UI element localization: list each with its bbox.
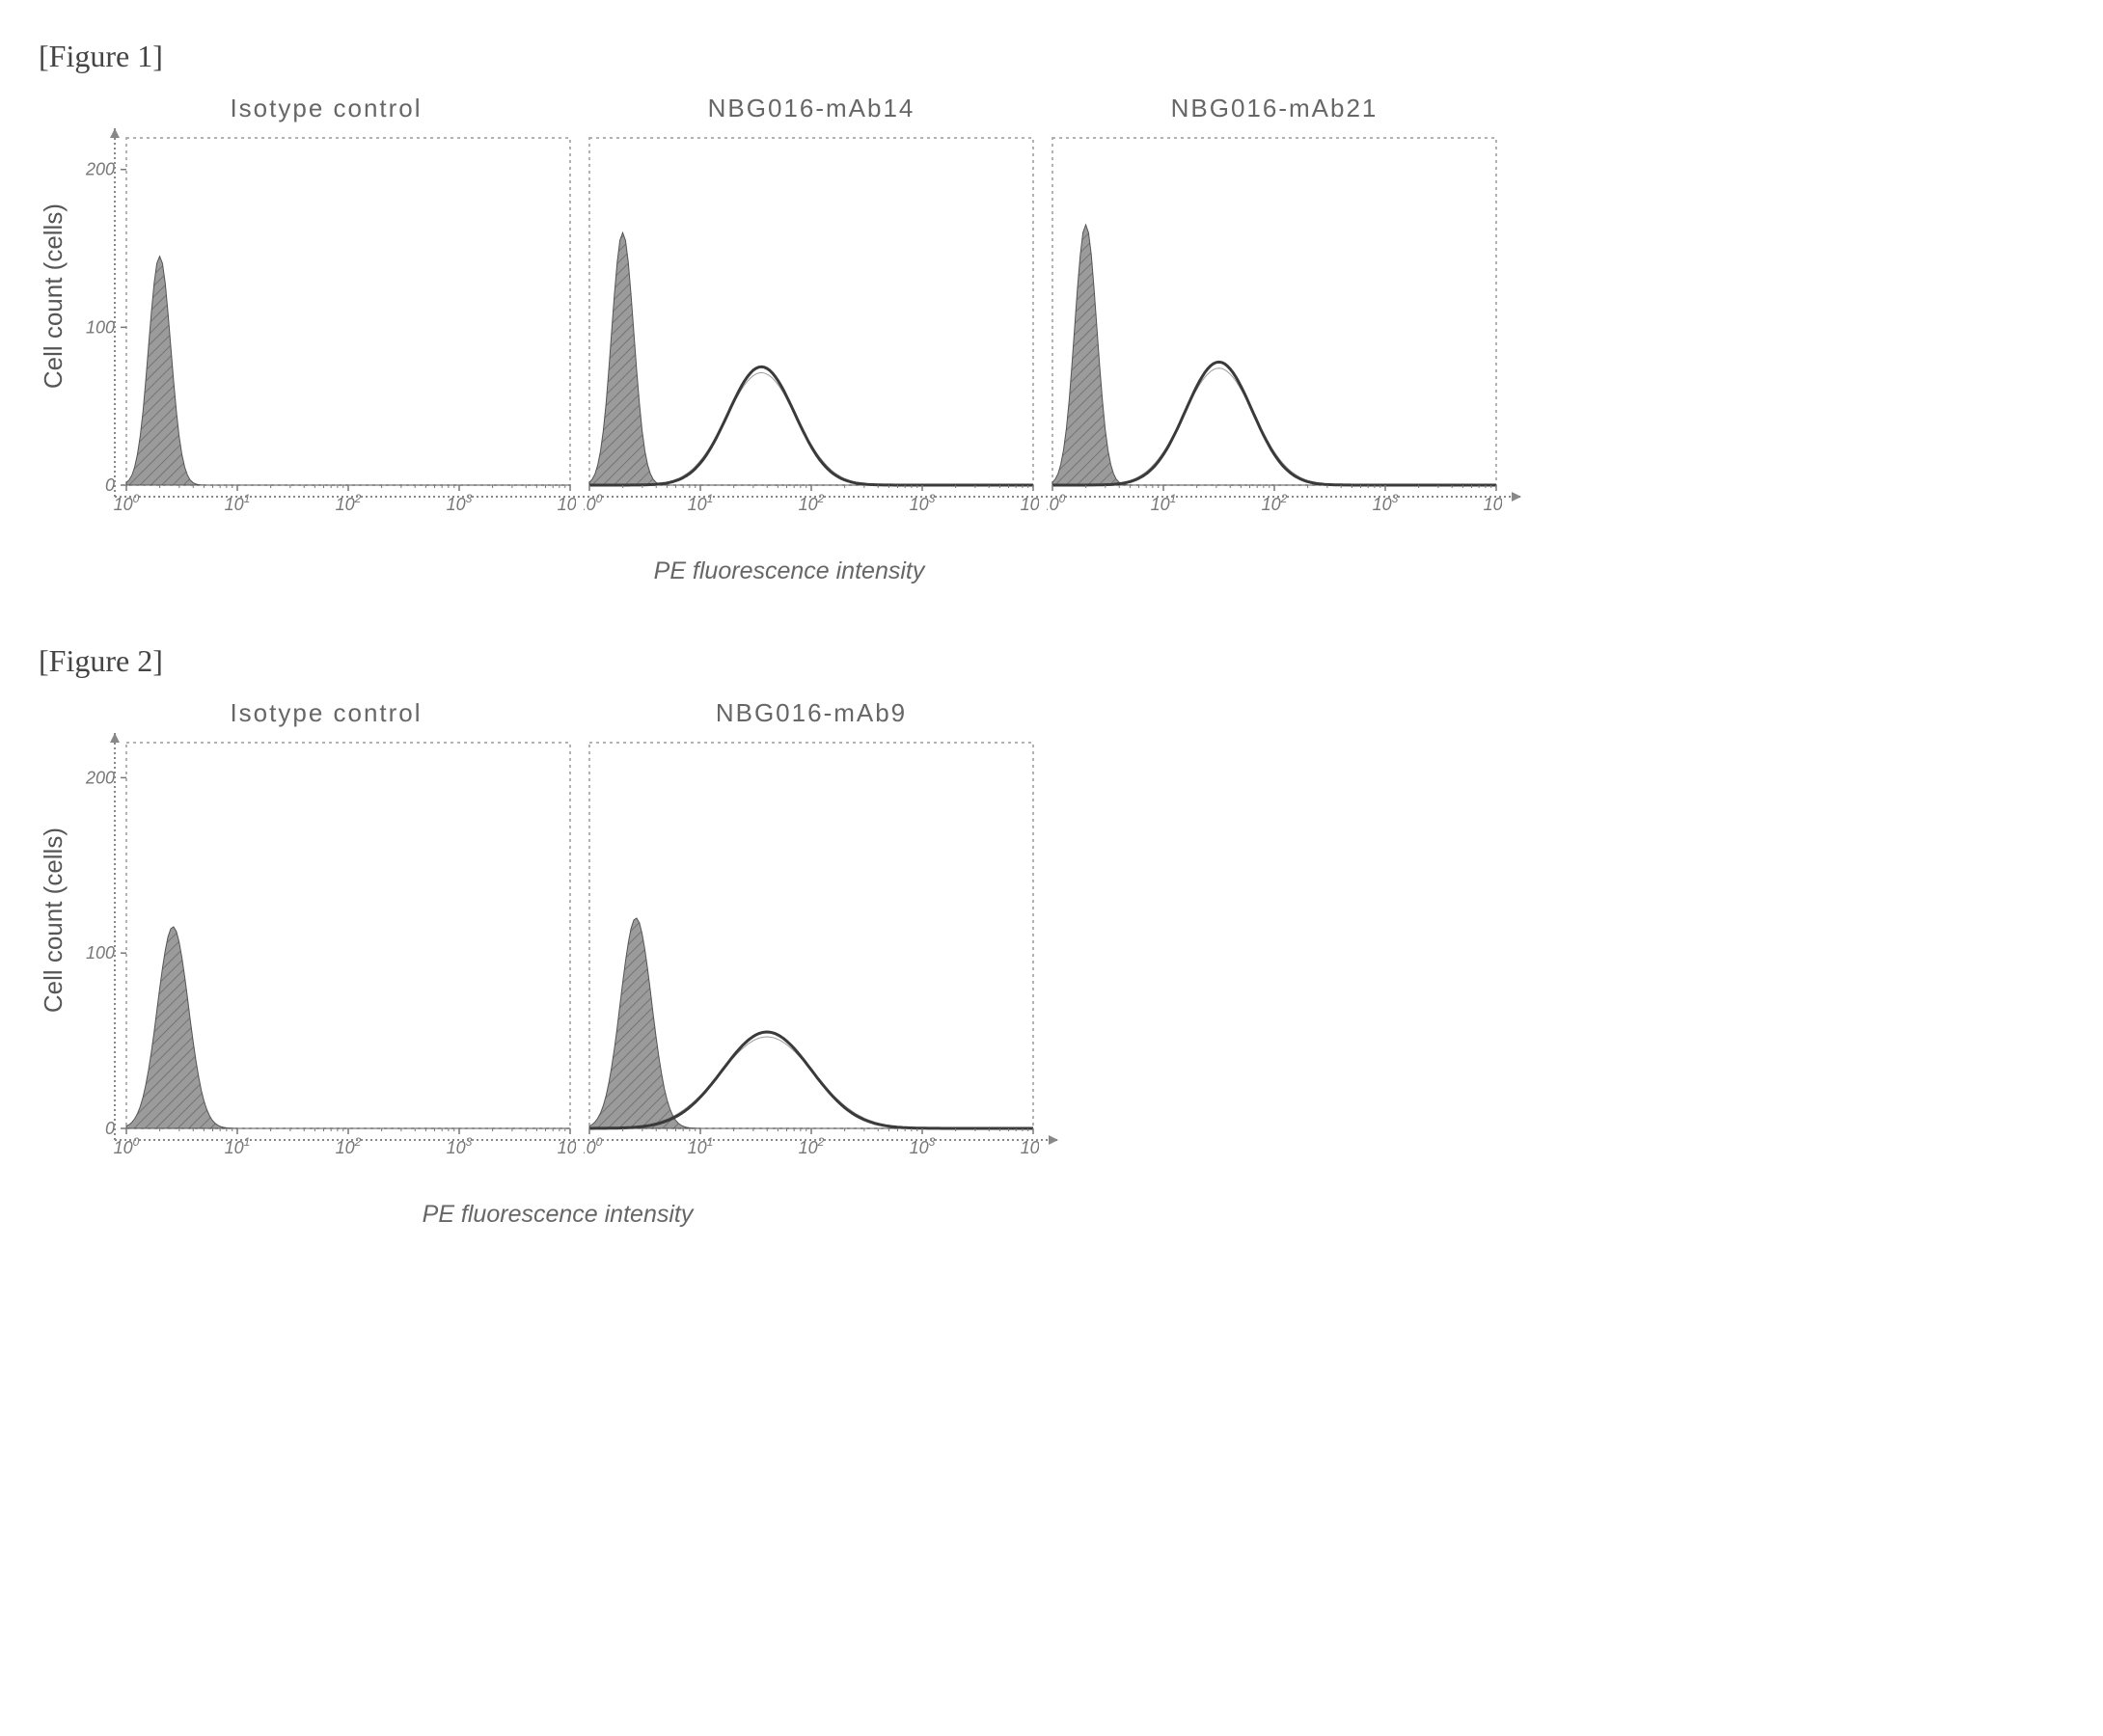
xtick-label: 104 bbox=[1484, 492, 1502, 514]
histogram-line bbox=[1052, 362, 1496, 485]
xtick-label: 102 bbox=[336, 492, 362, 514]
flow-panel: 0100200100101102103104 bbox=[76, 737, 576, 1167]
x-axis-label: PE fluorescence intensity bbox=[76, 557, 1502, 585]
panel-title: NBG016-mAb9 bbox=[716, 698, 907, 731]
panel-title: NBG016-mAb14 bbox=[708, 94, 915, 126]
xtick-label: 100 bbox=[114, 492, 140, 514]
figure-block: [Figure 1] Cell count (cells) Isotype cont… bbox=[39, 39, 2064, 585]
xtick-label: 102 bbox=[336, 1135, 362, 1157]
xtick-label: 100 bbox=[114, 1135, 140, 1157]
histogram-line bbox=[589, 366, 1033, 485]
xtick-label: 103 bbox=[910, 1135, 936, 1157]
xtick-label: 100 bbox=[584, 1135, 603, 1157]
ytick-label: 100 bbox=[86, 317, 115, 337]
panel-border bbox=[126, 138, 570, 485]
panel-title: Isotype control bbox=[230, 94, 422, 126]
xtick-label: 102 bbox=[799, 1135, 825, 1157]
panel-border bbox=[1052, 138, 1496, 485]
xtick-label: 101 bbox=[688, 1135, 714, 1157]
panel-border bbox=[589, 138, 1033, 485]
xtick-label: 101 bbox=[688, 492, 714, 514]
histogram-filled bbox=[589, 918, 1033, 1128]
figure-caption: [Figure 1] bbox=[39, 39, 2064, 74]
xtick-label: 101 bbox=[225, 1135, 251, 1157]
xtick-label: 100 bbox=[584, 492, 603, 514]
histogram-filled bbox=[1052, 225, 1496, 485]
xtick-label: 102 bbox=[799, 492, 825, 514]
ytick-label: 0 bbox=[105, 475, 115, 495]
panel-title: NBG016-mAb21 bbox=[1171, 94, 1379, 126]
xtick-label: 104 bbox=[1021, 1135, 1039, 1157]
xtick-label: 101 bbox=[225, 492, 251, 514]
ytick-label: 100 bbox=[86, 943, 115, 963]
flow-panel: 0100200100101102103104 bbox=[76, 132, 576, 524]
xtick-label: 104 bbox=[558, 492, 576, 514]
figure-caption: [Figure 2] bbox=[39, 643, 2064, 679]
y-axis-label: Cell count (cells) bbox=[39, 827, 68, 1013]
xtick-label: 104 bbox=[558, 1135, 576, 1157]
panel-title: Isotype control bbox=[230, 698, 422, 731]
histogram-filled bbox=[126, 927, 570, 1128]
ytick-label: 200 bbox=[85, 768, 115, 787]
xtick-label: 103 bbox=[447, 492, 473, 514]
xtick-label: 103 bbox=[910, 492, 936, 514]
xtick-label: 102 bbox=[1262, 492, 1288, 514]
xtick-label: 103 bbox=[447, 1135, 473, 1157]
flow-panel: 100 101 102 103 104 bbox=[1047, 132, 1502, 524]
ytick-label: 200 bbox=[85, 160, 115, 179]
x-axis-label: PE fluorescence intensity bbox=[76, 1201, 1039, 1229]
xtick-label: 103 bbox=[1373, 492, 1399, 514]
xtick-label: 101 bbox=[1151, 492, 1177, 514]
figure-block: [Figure 2] Cell count (cells) Isotype cont… bbox=[39, 643, 2064, 1229]
flow-panel: 100 101 102 103 104 bbox=[584, 737, 1039, 1167]
flow-panel: 100 101 102 103 104 bbox=[584, 132, 1039, 524]
y-axis-label: Cell count (cells) bbox=[39, 203, 68, 389]
ytick-label: 0 bbox=[105, 1119, 115, 1138]
histogram-filled bbox=[126, 257, 570, 485]
xtick-label: 100 bbox=[1047, 492, 1066, 514]
xtick-label: 104 bbox=[1021, 492, 1039, 514]
